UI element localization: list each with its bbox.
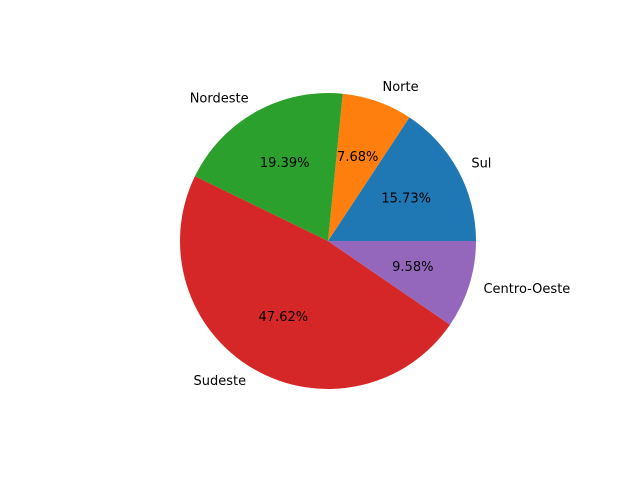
slice-label-norte: Norte: [382, 80, 418, 95]
pie-labels: Sul 15.73% Norte 7.68% Nordeste 19.39% Sudeste…: [190, 80, 571, 389]
pie-slice-nordeste: [194, 93, 343, 241]
slice-percent-nordeste: 19.39%: [260, 156, 310, 171]
slice-label-sul: Sul: [471, 156, 491, 171]
slice-percent-norte: 7.68%: [337, 150, 378, 165]
slice-label-centro-oeste: Centro-Oeste: [483, 282, 570, 297]
pie-slice-norte: [328, 93, 410, 241]
pie-slice-sul: [328, 117, 476, 241]
slice-label-nordeste: Nordeste: [190, 91, 249, 106]
slice-label-sudeste: Sudeste: [193, 374, 246, 389]
slice-percent-sul: 15.73%: [381, 191, 431, 206]
pie-slice-centro-oeste: [328, 241, 476, 325]
pie-slice-sudeste: [180, 176, 450, 389]
pie-slices: [180, 93, 476, 389]
slice-percent-sudeste: 47.62%: [259, 310, 309, 325]
slice-percent-centro-oeste: 9.58%: [392, 260, 433, 275]
